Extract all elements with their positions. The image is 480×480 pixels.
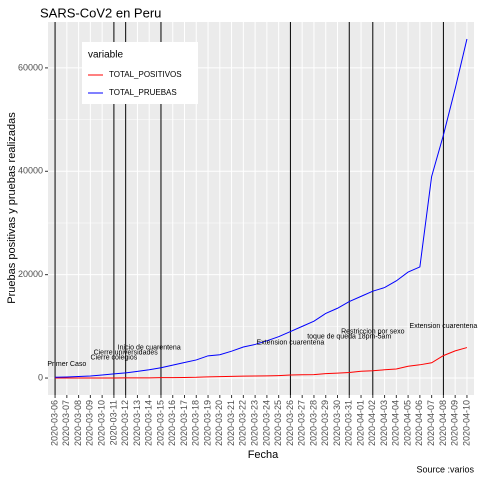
y-axis-label: Pruebas positivas y pruebas realizadas (6, 112, 18, 304)
x-tick-label: 2020-03-08 (73, 400, 83, 446)
x-tick-label: 2020-03-28 (308, 400, 318, 446)
x-tick-label: 2020-03-19 (202, 400, 212, 446)
series-line (55, 347, 468, 379)
legend-box (82, 42, 198, 104)
x-tick-label: 2020-04-03 (379, 400, 389, 446)
x-tick-label: 2020-03-25 (273, 400, 283, 446)
x-tick-label: 2020-04-09 (450, 400, 460, 446)
x-tick-label: 2020-04-05 (402, 400, 412, 446)
y-tick-label: 0 (38, 372, 43, 382)
annotation: Inicio de cuarentena (118, 344, 181, 351)
x-tick-label: 2020-03-30 (332, 400, 342, 446)
legend-label: TOTAL_POSITIVOS (109, 70, 182, 79)
x-tick-label: 2020-03-24 (261, 400, 271, 446)
chart-title: SARS-CoV2 en Peru (40, 5, 161, 20)
x-tick-label: 2020-03-07 (61, 400, 71, 446)
x-tick-label: 2020-03-17 (179, 400, 189, 446)
annotation: Cierre colegios (91, 355, 138, 362)
annotation: Extension cuarentena (410, 323, 478, 330)
x-tick-label: 2020-03-29 (320, 400, 330, 446)
x-tick-label: 2020-03-15 (155, 400, 165, 446)
x-tick-label: 2020-03-13 (132, 400, 142, 446)
x-tick-label: 2020-04-08 (438, 400, 448, 446)
x-tick-label: 2020-04-07 (426, 400, 436, 446)
x-tick-label: 2020-03-14 (144, 400, 154, 446)
legend-title: variable (88, 50, 123, 61)
annotation: Cierre universidades (94, 350, 159, 357)
x-tick-label: 2020-03-10 (97, 400, 107, 446)
x-tick-label: 2020-03-31 (344, 400, 354, 446)
legend-label: TOTAL_PRUEBAS (109, 88, 177, 97)
y-tick-label: 20000 (18, 269, 43, 279)
y-tick-label: 40000 (18, 166, 43, 176)
x-tick-label: 2020-04-01 (355, 400, 365, 446)
annotation: Restriccion por sexo (341, 328, 405, 335)
x-tick-label: 2020-03-22 (238, 400, 248, 446)
x-tick-label: 2020-04-10 (461, 400, 471, 446)
x-tick-label: 2020-03-26 (285, 400, 295, 446)
x-tick-label: 2020-03-11 (108, 400, 118, 445)
x-tick-label: 2020-03-09 (85, 400, 95, 446)
x-tick-label: 2020-03-12 (120, 400, 130, 446)
x-tick-label: 2020-03-18 (191, 400, 201, 446)
annotation: Primer Caso (47, 361, 86, 368)
x-tick-label: 2020-03-16 (167, 400, 177, 446)
x-tick-label: 2020-03-20 (214, 400, 224, 446)
annotation: Extension cuarentena (257, 340, 325, 347)
x-tick-label: 2020-04-04 (391, 400, 401, 446)
x-tick-label: 2020-03-06 (49, 400, 59, 446)
x-tick-label: 2020-03-23 (249, 400, 259, 446)
x-axis-label: Fecha (248, 449, 279, 461)
x-tick-label: 2020-04-06 (414, 400, 424, 446)
y-tick-label: 60000 (18, 62, 43, 72)
x-tick-label: 2020-03-27 (297, 400, 307, 446)
caption: Source :varios (416, 464, 474, 474)
x-tick-label: 2020-03-21 (226, 400, 236, 446)
series-line (55, 38, 468, 378)
x-tick-label: 2020-04-02 (367, 400, 377, 446)
annotation: toque de queda 18pm-5am (307, 334, 391, 341)
